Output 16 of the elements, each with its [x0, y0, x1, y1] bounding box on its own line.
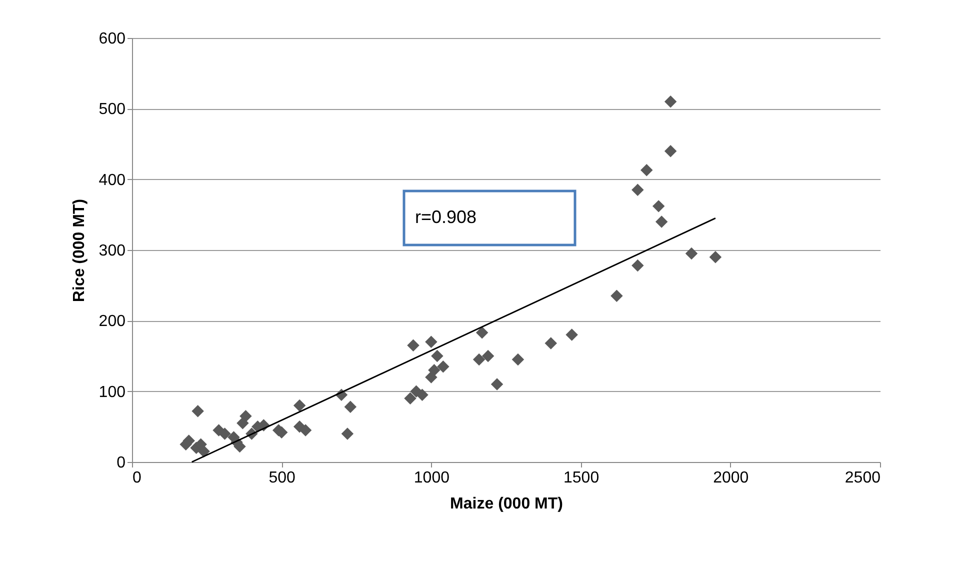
- x-tick-label: 500: [268, 470, 296, 486]
- y-tick-label: 400: [98, 172, 126, 189]
- x-tick-label: 2500: [844, 470, 881, 486]
- y-tick-label: 500: [98, 101, 126, 118]
- y-tick-label: 0: [116, 454, 126, 472]
- x-tick-label: 1500: [564, 470, 600, 486]
- y-tick-label: 100: [98, 384, 126, 401]
- x-tick-label: 2000: [713, 470, 749, 486]
- annotation: r=0.908: [415, 207, 477, 227]
- y-axis-title: Rice (000 MT): [70, 198, 88, 302]
- y-tick-label: 300: [98, 242, 126, 260]
- x-tick-label: 1000: [414, 470, 450, 486]
- y-tick-label: 600: [98, 30, 126, 48]
- x-axis-title: Maize (000 MT): [450, 496, 563, 512]
- y-tick-label: 200: [98, 313, 126, 330]
- x-tick-label: 0: [132, 470, 142, 486]
